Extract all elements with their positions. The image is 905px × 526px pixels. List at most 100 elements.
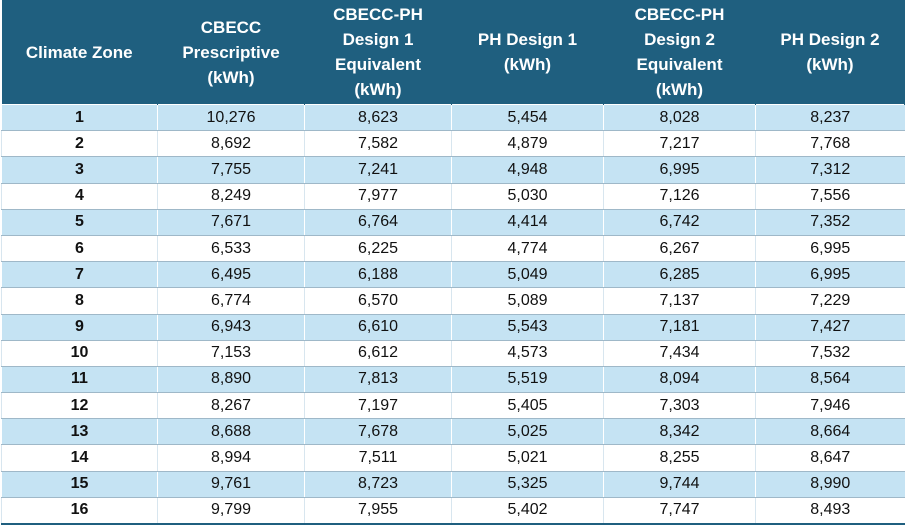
value-cell: 6,495	[157, 261, 305, 289]
header-line: (kWh)	[806, 55, 854, 74]
value-cell: 6,995	[755, 234, 905, 263]
value-cell: 7,181	[603, 313, 756, 341]
header-ph-design-1: PH Design 1 (kWh)	[451, 0, 604, 105]
value-cell: 8,990	[755, 470, 905, 498]
value-cell: 6,995	[603, 156, 756, 184]
value-cell: 7,511	[304, 444, 452, 472]
value-cell: 9,744	[603, 470, 756, 498]
value-cell: 4,774	[451, 234, 604, 263]
value-cell: 4,414	[451, 208, 604, 236]
value-cell: 7,229	[755, 287, 905, 315]
header-line: Equivalent	[335, 55, 421, 74]
climate-zone-cell: 3	[1, 156, 158, 184]
value-cell: 8,255	[603, 444, 756, 472]
value-cell: 7,747	[603, 496, 756, 525]
value-cell: 8,692	[157, 130, 305, 158]
value-cell: 8,647	[755, 444, 905, 472]
table-row: 7 6,495 6,188 5,049 6,285 6,995	[1, 261, 905, 289]
climate-zone-cell: 16	[1, 496, 158, 525]
value-cell: 6,995	[755, 261, 905, 289]
value-cell: 8,623	[304, 103, 452, 132]
table-row: 5 7,671 6,764 4,414 6,742 7,352	[1, 208, 905, 236]
value-cell: 5,025	[451, 418, 604, 446]
value-cell: 6,943	[157, 313, 305, 341]
value-cell: 8,723	[304, 470, 452, 498]
climate-zone-cell: 7	[1, 261, 158, 289]
header-line: PH Design 1	[477, 30, 578, 49]
value-cell: 8,237	[755, 103, 905, 132]
value-cell: 7,768	[755, 130, 905, 158]
climate-zone-cell: 13	[1, 418, 158, 446]
header-line: CBECC	[200, 17, 262, 37]
value-cell: 6,774	[157, 287, 305, 315]
header-line: Design 1	[342, 30, 414, 49]
climate-zone-cell: 4	[1, 182, 158, 210]
value-cell: 5,325	[451, 470, 604, 498]
value-cell: 5,454	[451, 103, 604, 132]
table-row: 15 9,761 8,723 5,325 9,744 8,990	[1, 470, 905, 498]
climate-zone-cell: 10	[1, 339, 158, 367]
value-cell: 7,197	[304, 392, 452, 420]
header-line: Design 2	[644, 30, 715, 49]
value-cell: 10,276	[157, 103, 305, 132]
value-cell: 7,137	[603, 287, 756, 315]
value-cell: 6,188	[304, 261, 452, 289]
value-cell: 6,225	[304, 234, 452, 263]
climate-zone-cell: 1	[1, 103, 158, 132]
header-line: Equivalent	[636, 55, 723, 74]
climate-zone-cell: 2	[1, 130, 158, 158]
value-cell: 7,532	[755, 339, 905, 367]
value-cell: 8,994	[157, 444, 305, 472]
header-line: Climate Zone	[25, 42, 133, 62]
value-cell: 7,153	[157, 339, 305, 367]
header-climate-zone: Climate Zone	[1, 0, 158, 105]
value-cell: 7,312	[755, 156, 905, 184]
value-cell: 4,948	[451, 156, 604, 184]
climate-zone-cell: 9	[1, 313, 158, 341]
header-ph-design-2: PH Design 2 (kWh)	[755, 0, 905, 105]
value-cell: 6,612	[304, 339, 452, 367]
table-row: 8 6,774 6,570 5,089 7,137 7,229	[1, 287, 905, 315]
value-cell: 7,678	[304, 418, 452, 446]
value-cell: 6,267	[603, 234, 756, 263]
header-row: Climate Zone CBECC Prescriptive (kWh) CBECC-…	[1, 0, 905, 105]
header-line: CBECC-PH	[634, 5, 725, 24]
table-row: 14 8,994 7,511 5,021 8,255 8,647	[1, 444, 905, 472]
climate-zone-cell: 15	[1, 470, 158, 498]
climate-zone-cell: 5	[1, 208, 158, 236]
value-cell: 5,402	[451, 496, 604, 525]
value-cell: 5,089	[451, 287, 604, 315]
header-cbecc-prescriptive: CBECC Prescriptive (kWh)	[157, 0, 305, 105]
value-cell: 5,030	[451, 182, 604, 210]
table-row: 2 8,692 7,582 4,879 7,217 7,768	[1, 130, 905, 158]
value-cell: 8,094	[603, 365, 756, 394]
table-row: 10 7,153 6,612 4,573 7,434 7,532	[1, 339, 905, 367]
value-cell: 7,955	[304, 496, 452, 525]
value-cell: 6,742	[603, 208, 756, 236]
table-body: 1 10,276 8,623 5,454 8,028 8,237 2 8,692 7,582 4,…	[1, 103, 905, 525]
value-cell: 6,764	[304, 208, 452, 236]
value-cell: 9,761	[157, 470, 305, 498]
value-cell: 8,664	[755, 418, 905, 446]
value-cell: 6,610	[304, 313, 452, 341]
header-line: Prescriptive	[182, 42, 280, 62]
table-row: 11 8,890 7,813 5,519 8,094 8,564	[1, 365, 905, 394]
header-line: (kWh)	[207, 67, 255, 87]
value-cell: 9,799	[157, 496, 305, 525]
value-cell: 8,249	[157, 182, 305, 210]
value-cell: 7,303	[603, 392, 756, 420]
value-cell: 7,126	[603, 182, 756, 210]
table-header: Climate Zone CBECC Prescriptive (kWh) CBECC-…	[1, 0, 905, 105]
table-row: 4 8,249 7,977 5,030 7,126 7,556	[1, 182, 905, 210]
table-row: 13 8,688 7,678 5,025 8,342 8,664	[1, 418, 905, 446]
header-line: (kWh)	[354, 80, 402, 99]
value-cell: 8,564	[755, 365, 905, 394]
table-row: 16 9,799 7,955 5,402 7,747 8,493	[1, 496, 905, 525]
value-cell: 7,671	[157, 208, 305, 236]
value-cell: 7,813	[304, 365, 452, 394]
table-row: 1 10,276 8,623 5,454 8,028 8,237	[1, 103, 905, 132]
value-cell: 7,946	[755, 392, 905, 420]
header-line: PH Design 2	[780, 30, 880, 49]
value-cell: 7,977	[304, 182, 452, 210]
